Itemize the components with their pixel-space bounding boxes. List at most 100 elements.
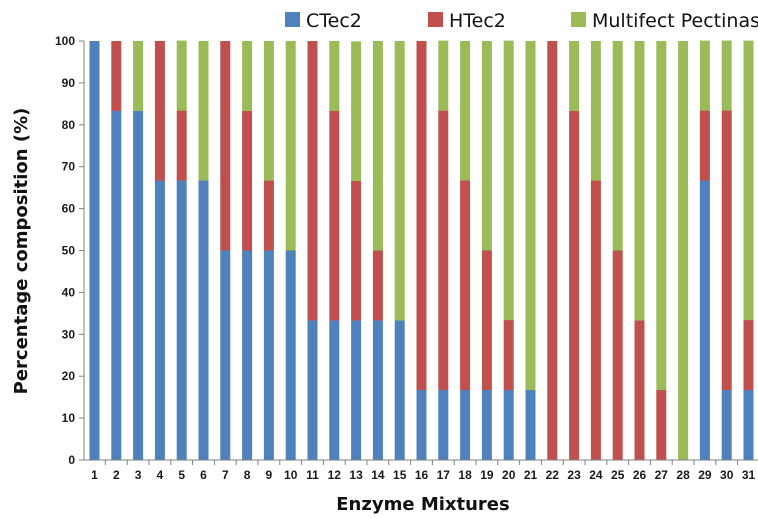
bar-segment-multifect-pectinase-23 xyxy=(569,41,580,111)
x-tick-label-6: 6 xyxy=(200,468,207,482)
legend-label-htec2: HTec2 xyxy=(449,10,506,32)
bar-segment-multifect-pectinase-10 xyxy=(285,41,296,251)
bar-segment-ctec2-11 xyxy=(307,320,318,460)
x-axis-title: Enzyme Mixtures xyxy=(336,494,509,515)
bar-segment-htec2-17 xyxy=(438,110,449,391)
y-tick-label-30: 30 xyxy=(62,327,76,341)
x-tick-label-3: 3 xyxy=(135,468,142,482)
bar-segment-ctec2-5 xyxy=(176,180,187,460)
bar-segment-htec2-8 xyxy=(242,110,253,251)
bar-segment-ctec2-21 xyxy=(525,390,536,460)
bar-segment-multifect-pectinase-24 xyxy=(590,41,601,181)
bar-segment-htec2-22 xyxy=(547,41,558,460)
bar-segment-ctec2-15 xyxy=(394,320,405,460)
x-tick-label-19: 19 xyxy=(480,468,494,482)
bar-segment-htec2-20 xyxy=(503,320,514,391)
y-tick-label-80: 80 xyxy=(62,118,76,132)
x-tick-label-7: 7 xyxy=(222,468,229,482)
bar-segment-multifect-pectinase-27 xyxy=(656,41,667,391)
x-tick-label-29: 29 xyxy=(698,468,712,482)
x-tick-label-26: 26 xyxy=(633,468,647,482)
x-tick-label-18: 18 xyxy=(458,468,472,482)
bar-segment-htec2-14 xyxy=(372,250,383,321)
legend: CTec2 HTec2 Multifect Pectinase xyxy=(285,10,758,32)
bar-segment-ctec2-14 xyxy=(372,320,383,460)
x-tick-label-21: 21 xyxy=(524,468,538,482)
bar-segment-htec2-7 xyxy=(220,41,231,251)
legend-swatch-ctec2 xyxy=(285,12,300,27)
bar-segment-ctec2-12 xyxy=(329,320,340,460)
bar-segment-htec2-25 xyxy=(612,250,623,460)
bar-segment-htec2-16 xyxy=(416,41,427,391)
x-tick-label-28: 28 xyxy=(676,468,690,482)
bar-segment-htec2-2 xyxy=(111,41,122,111)
bar-segment-multifect-pectinase-5 xyxy=(176,40,187,111)
x-tick-label-22: 22 xyxy=(546,468,560,482)
x-tick-label-5: 5 xyxy=(178,468,185,482)
bar-segment-multifect-pectinase-14 xyxy=(372,41,383,251)
x-tick-label-13: 13 xyxy=(349,468,363,482)
x-tick-label-14: 14 xyxy=(371,468,385,482)
x-tick-label-16: 16 xyxy=(415,468,429,482)
bar-segment-multifect-pectinase-13 xyxy=(351,41,362,181)
bar-segment-multifect-pectinase-15 xyxy=(394,41,405,321)
y-tick-label-20: 20 xyxy=(62,369,76,383)
legend-swatch-htec2 xyxy=(428,12,443,27)
bar-segment-htec2-4 xyxy=(154,41,165,181)
bar-segment-htec2-5 xyxy=(176,110,187,181)
bar-segment-ctec2-1 xyxy=(89,41,100,460)
bar-segment-ctec2-7 xyxy=(220,250,231,460)
bar-segment-ctec2-3 xyxy=(133,110,144,460)
bar-segment-multifect-pectinase-19 xyxy=(481,41,492,251)
x-tick-label-1: 1 xyxy=(91,468,98,482)
x-tick-label-23: 23 xyxy=(567,468,581,482)
bar-segment-multifect-pectinase-21 xyxy=(525,41,536,391)
y-tick-label-60: 60 xyxy=(62,202,76,216)
bar-segment-multifect-pectinase-6 xyxy=(198,41,209,181)
bar-segment-htec2-31 xyxy=(743,320,754,391)
bar-segment-htec2-13 xyxy=(351,180,362,321)
y-axis-title: Percentage composition (%) xyxy=(11,108,32,395)
bar-segment-multifect-pectinase-25 xyxy=(612,41,623,251)
x-tick-label-27: 27 xyxy=(655,468,669,482)
bar-segment-ctec2-2 xyxy=(111,110,122,460)
bar-segment-multifect-pectinase-12 xyxy=(329,41,340,111)
y-tick-label-90: 90 xyxy=(62,76,76,90)
x-tick-label-17: 17 xyxy=(437,468,451,482)
bar-segment-ctec2-30 xyxy=(721,390,732,460)
bar-segment-ctec2-6 xyxy=(198,180,209,460)
bar-segment-htec2-9 xyxy=(263,180,274,251)
bar-segment-ctec2-13 xyxy=(351,320,362,460)
bar-segment-ctec2-20 xyxy=(503,390,514,460)
x-tick-label-12: 12 xyxy=(328,468,342,482)
x-tick-label-25: 25 xyxy=(611,468,625,482)
bar-segment-htec2-30 xyxy=(721,110,732,391)
axes-group: 1 2 3 4 5 6 7 8 9 10 11 12 13 14 15 16 17 18 19 20 21 22 23 24 2… xyxy=(55,34,758,482)
y-tick-label-70: 70 xyxy=(62,160,76,174)
bar-segment-ctec2-8 xyxy=(242,250,253,460)
bar-segment-ctec2-17 xyxy=(438,390,449,460)
bar-segment-htec2-11 xyxy=(307,41,318,321)
y-tick-label-10: 10 xyxy=(62,411,76,425)
x-tick-label-2: 2 xyxy=(113,468,120,482)
bar-segment-ctec2-10 xyxy=(285,250,296,460)
bar-segment-htec2-27 xyxy=(656,390,667,460)
bar-segment-ctec2-9 xyxy=(263,250,274,460)
x-tick-label-8: 8 xyxy=(244,468,251,482)
bar-segment-multifect-pectinase-17 xyxy=(438,40,449,111)
x-tick-label-20: 20 xyxy=(502,468,516,482)
x-tick-label-31: 31 xyxy=(742,468,756,482)
x-tick-label-24: 24 xyxy=(589,468,603,482)
bar-segment-htec2-12 xyxy=(329,110,340,321)
y-tick-label-100: 100 xyxy=(55,34,75,48)
bar-segment-htec2-29 xyxy=(699,110,710,181)
bar-segment-ctec2-16 xyxy=(416,390,427,460)
bar-segment-htec2-19 xyxy=(481,250,492,391)
bar-segment-htec2-26 xyxy=(634,320,645,460)
bar-segment-htec2-23 xyxy=(569,110,580,460)
bars-group xyxy=(89,40,754,460)
x-tick-label-30: 30 xyxy=(720,468,734,482)
bar-segment-ctec2-18 xyxy=(460,390,471,460)
bar-segment-htec2-18 xyxy=(460,180,471,391)
